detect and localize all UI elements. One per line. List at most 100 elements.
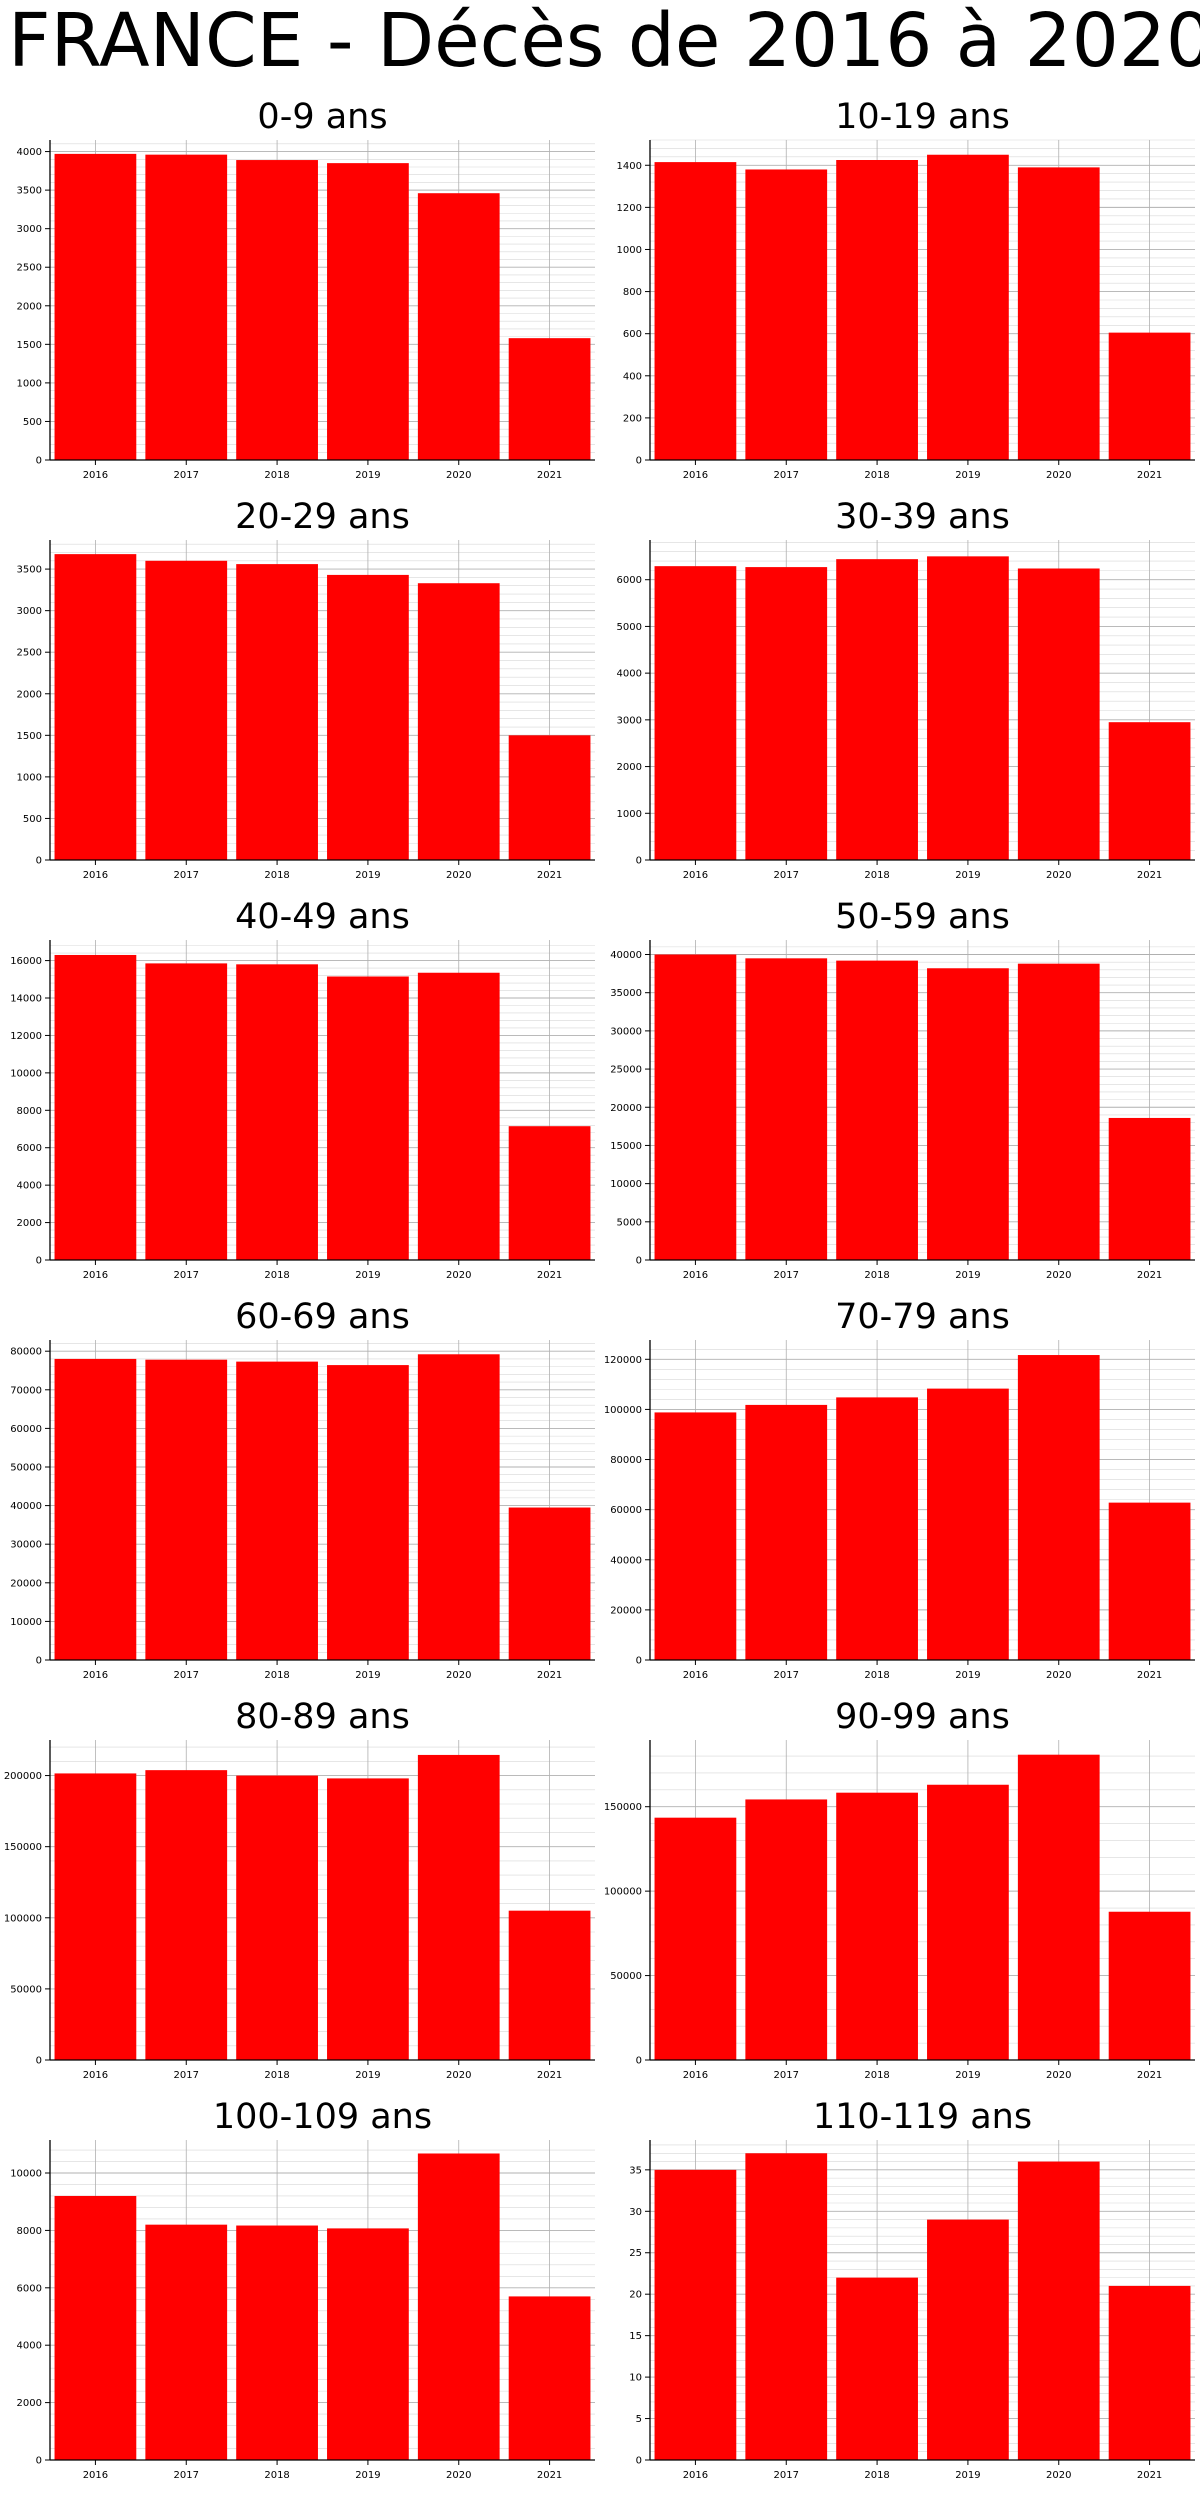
y-tick-label: 10000 <box>10 1068 42 1079</box>
bar-2020 <box>417 1754 500 2060</box>
y-tick-label: 6000 <box>17 2283 42 2294</box>
bar-2018 <box>236 1361 318 1660</box>
bar-2018 <box>836 960 918 1260</box>
y-tick-label: 1500 <box>17 731 42 742</box>
x-tick-label: 2020 <box>1046 1270 1071 1281</box>
bar-2016 <box>54 1358 137 1660</box>
x-tick-label: 2019 <box>355 1270 380 1281</box>
bar-2018 <box>836 559 918 860</box>
y-tick-label: 20 <box>629 2290 642 2301</box>
bar-2021 <box>508 2296 591 2460</box>
bar-2020 <box>417 2153 500 2460</box>
bar-2019 <box>927 1388 1009 1660</box>
y-tick-label: 20000 <box>610 1103 642 1114</box>
x-tick-label: 2016 <box>683 1270 708 1281</box>
x-tick-label: 2021 <box>537 1670 562 1681</box>
y-tick-label: 14000 <box>10 994 42 1005</box>
bar-2020 <box>417 1354 500 1660</box>
y-tick-label: 70000 <box>10 1385 42 1396</box>
y-tick-label: 100000 <box>604 1405 642 1416</box>
y-tick-label: 6000 <box>17 1143 42 1154</box>
y-tick-label: 6000 <box>617 575 642 586</box>
x-tick-label: 2021 <box>1137 2070 1162 2081</box>
bar-2019 <box>327 976 409 1260</box>
y-tick-label: 3000 <box>17 224 42 235</box>
bar-2016 <box>654 954 737 1260</box>
chart-20-29-ans: 20-29 ans 0 500 1000 1500 2000 2500 3000 3500 201… <box>17 497 595 881</box>
x-tick-label: 2019 <box>355 1670 380 1681</box>
y-tick-label: 4000 <box>17 1181 42 1192</box>
y-tick-label: 10 <box>629 2373 642 2384</box>
chart-30-39-ans: 30-39 ans 0 1000 2000 3000 4000 5000 6000 2016 20… <box>617 497 1195 881</box>
y-tick-label: 20000 <box>10 1578 42 1589</box>
y-tick-label: 150000 <box>604 1802 642 1813</box>
bar-2018 <box>836 1792 918 2060</box>
x-tick-label: 2018 <box>864 1670 889 1681</box>
y-tick-label: 2000 <box>617 762 642 773</box>
y-tick-label: 25000 <box>610 1065 642 1076</box>
bar-2019 <box>327 574 409 860</box>
bar-2018 <box>236 564 318 860</box>
bar-2020 <box>1017 1355 1100 1660</box>
bar-2021 <box>1108 1117 1191 1260</box>
x-tick-label: 2021 <box>537 2470 562 2481</box>
x-tick-label: 2021 <box>537 470 562 481</box>
y-tick-label: 10000 <box>610 1179 642 1190</box>
y-tick-label: 2000 <box>17 689 42 700</box>
y-tick-label: 4000 <box>17 2341 42 2352</box>
y-tick-label: 15000 <box>610 1141 642 1152</box>
y-tick-label: 400 <box>623 371 642 382</box>
y-tick-label: 8000 <box>17 2226 42 2237</box>
bar-2016 <box>54 1773 137 2060</box>
x-tick-label: 2021 <box>537 2070 562 2081</box>
x-tick-label: 2020 <box>1046 1670 1071 1681</box>
y-tick-label: 15 <box>629 2331 642 2342</box>
bar-2018 <box>836 1397 918 1660</box>
y-tick-label: 0 <box>636 1656 642 1667</box>
chart-100-109-ans: 100-109 ans 0 2000 4000 6000 8000 10000 2016 201… <box>10 2097 595 2481</box>
y-tick-label: 1000 <box>17 378 42 389</box>
bar-2017 <box>145 1770 228 2060</box>
x-tick-label: 2018 <box>864 1270 889 1281</box>
bar-2020 <box>1017 167 1100 461</box>
x-tick-label: 2016 <box>683 870 708 881</box>
y-tick-label: 40000 <box>610 950 642 961</box>
bar-2021 <box>1108 1911 1191 2060</box>
x-tick-label: 2017 <box>774 870 799 881</box>
chart-title: 50-59 ans <box>835 897 1010 937</box>
x-tick-label: 2019 <box>955 470 980 481</box>
gridlines <box>650 1340 1195 1660</box>
bar-2018 <box>236 2225 318 2460</box>
bar-2017 <box>745 1799 828 2060</box>
y-tick-label: 4000 <box>17 147 42 158</box>
x-tick-label: 2018 <box>264 2070 289 2081</box>
x-tick-label: 2017 <box>774 2470 799 2481</box>
x-tick-label: 2021 <box>537 870 562 881</box>
bar-2016 <box>654 1817 737 2060</box>
x-tick-label: 2017 <box>174 2070 199 2081</box>
chart-40-49-ans: 40-49 ans 0 2000 4000 6000 8000 10000 12000 1400… <box>10 897 595 1281</box>
y-tick-label: 4000 <box>617 669 642 680</box>
bar-2021 <box>1108 1502 1191 1660</box>
x-tick-label: 2017 <box>774 2070 799 2081</box>
bar-2016 <box>54 554 137 860</box>
y-tick-label: 50000 <box>10 1984 42 1995</box>
chart-90-99-ans: 90-99 ans 0 50000 100000 150000 2016 2017 2018 2… <box>604 1697 1195 2081</box>
x-tick-label: 2016 <box>83 870 108 881</box>
y-tick-label: 60000 <box>610 1505 642 1516</box>
y-tick-label: 600 <box>623 329 642 340</box>
x-tick-label: 2018 <box>864 2070 889 2081</box>
bar-2017 <box>745 169 828 460</box>
chart-title: 80-89 ans <box>235 1697 410 1737</box>
gridlines <box>650 139 1195 460</box>
x-tick-label: 2018 <box>864 470 889 481</box>
y-tick-label: 80000 <box>610 1455 642 1466</box>
x-tick-label: 2019 <box>355 870 380 881</box>
y-tick-label: 35 <box>629 2165 642 2176</box>
bar-2020 <box>417 583 500 860</box>
chart-title: 40-49 ans <box>235 897 410 937</box>
x-tick-label: 2018 <box>864 2470 889 2481</box>
x-tick-label: 2021 <box>537 1270 562 1281</box>
chart-title: 60-69 ans <box>235 1297 410 1337</box>
x-tick-label: 2016 <box>83 1670 108 1681</box>
